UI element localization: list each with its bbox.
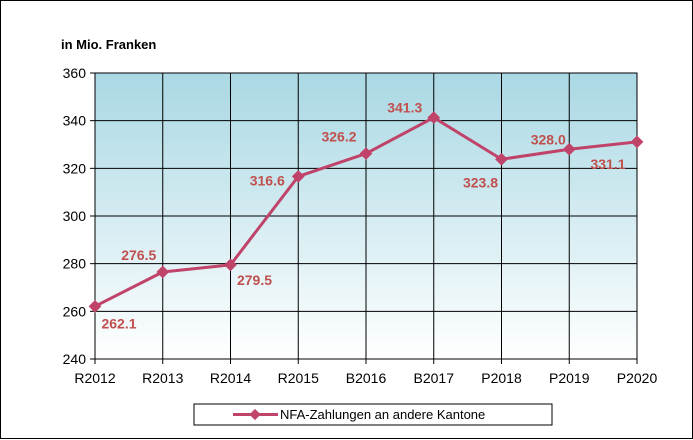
- axes: 240 260 280 300 320 340 360 R2012 R2013 R2014 R201…: [63, 65, 658, 386]
- legend: NFA-Zahlungen an andere Kantone: [193, 403, 553, 426]
- data-point-marker: [495, 152, 508, 166]
- legend-entry-label: NFA-Zahlungen an andere Kantone: [280, 407, 485, 422]
- data-point-marker: [427, 111, 441, 124]
- data-point-marker: [291, 170, 305, 183]
- x-tick-label: R2015: [278, 370, 319, 386]
- y-tick-label: 340: [63, 113, 87, 129]
- x-tick-label: B2017: [414, 370, 455, 386]
- x-tick-label: R2013: [142, 370, 183, 386]
- gridlines: [95, 72, 637, 360]
- data-label: 341.3: [387, 100, 422, 116]
- data-label: 326.2: [321, 129, 356, 145]
- legend-box: [193, 403, 553, 426]
- y-axis-unit-label: in Mio. Franken: [61, 37, 156, 52]
- x-tick-label: R2012: [74, 370, 115, 386]
- data-label: 262.1: [101, 315, 136, 331]
- y-tick-label: 360: [63, 65, 87, 81]
- data-label: 276.5: [121, 247, 156, 263]
- y-tick-label: 280: [63, 256, 87, 272]
- x-tick-label: R2014: [210, 370, 251, 386]
- data-label: 279.5: [237, 272, 272, 288]
- y-tick-label: 300: [63, 208, 87, 224]
- x-tick-label: B2016: [346, 370, 387, 386]
- data-point-marker: [224, 258, 237, 272]
- legend-marker-swatch: [249, 408, 261, 421]
- data-label: 316.6: [250, 172, 285, 188]
- x-tick-label: P2020: [617, 370, 658, 386]
- x-tick-label: P2019: [549, 370, 590, 386]
- data-point-marker: [88, 299, 102, 313]
- data-label: 328.0: [531, 131, 566, 147]
- data-label: 331.1: [590, 156, 625, 172]
- x-tick-label: P2018: [481, 370, 522, 386]
- y-tick-label: 240: [63, 351, 87, 367]
- data-point-marker: [359, 147, 373, 160]
- data-point-marker: [156, 265, 170, 279]
- data-label: 323.8: [463, 174, 498, 190]
- y-tick-label: 320: [63, 160, 87, 176]
- data-labels: 262.1 276.5 279.5 316.6 326.2 341.3 323.8 328.0…: [101, 100, 625, 332]
- y-tick-label: 260: [63, 303, 87, 319]
